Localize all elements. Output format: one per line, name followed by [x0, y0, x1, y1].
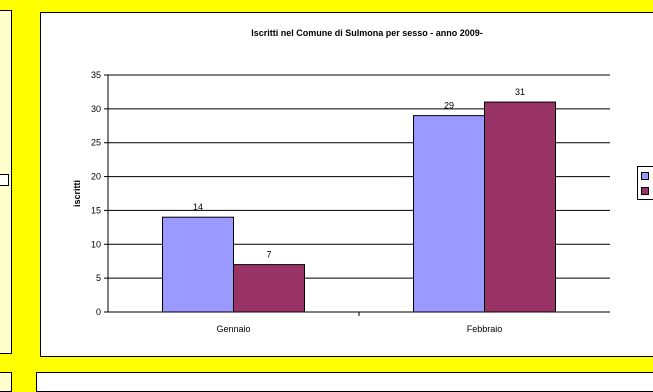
legend-swatch-series-1 [641, 172, 649, 180]
y-tick-label: 15 [91, 205, 101, 215]
y-tick-label: 30 [91, 104, 101, 114]
left-chart-panel [0, 10, 12, 354]
y-tick-label: 0 [96, 307, 101, 317]
left-legend-stub [0, 174, 9, 186]
legend [637, 166, 653, 200]
y-tick-label: 25 [91, 138, 101, 148]
bar [413, 115, 485, 313]
y-tick-label: 35 [91, 70, 101, 80]
x-tick-label: Gennaio [216, 324, 250, 334]
data-label: 14 [193, 202, 203, 212]
bar [233, 264, 305, 313]
data-label: 29 [444, 101, 454, 111]
bar [162, 216, 234, 313]
legend-swatch-series-2 [641, 187, 649, 195]
bar [484, 101, 556, 313]
x-tick-label: Febbraio [467, 324, 503, 334]
y-tick-label: 5 [96, 273, 101, 283]
bar-chart: Iscritti nel Comune di Sulmona per sesso… [72, 28, 610, 334]
y-tick-label: 10 [91, 239, 101, 249]
data-label: 31 [515, 87, 525, 97]
y-axis-label: iscritti [72, 180, 82, 207]
data-label: 7 [266, 250, 271, 260]
chart-title: Iscritti nel Comune di Sulmona per sesso… [251, 28, 483, 38]
y-tick-label: 20 [91, 172, 101, 182]
